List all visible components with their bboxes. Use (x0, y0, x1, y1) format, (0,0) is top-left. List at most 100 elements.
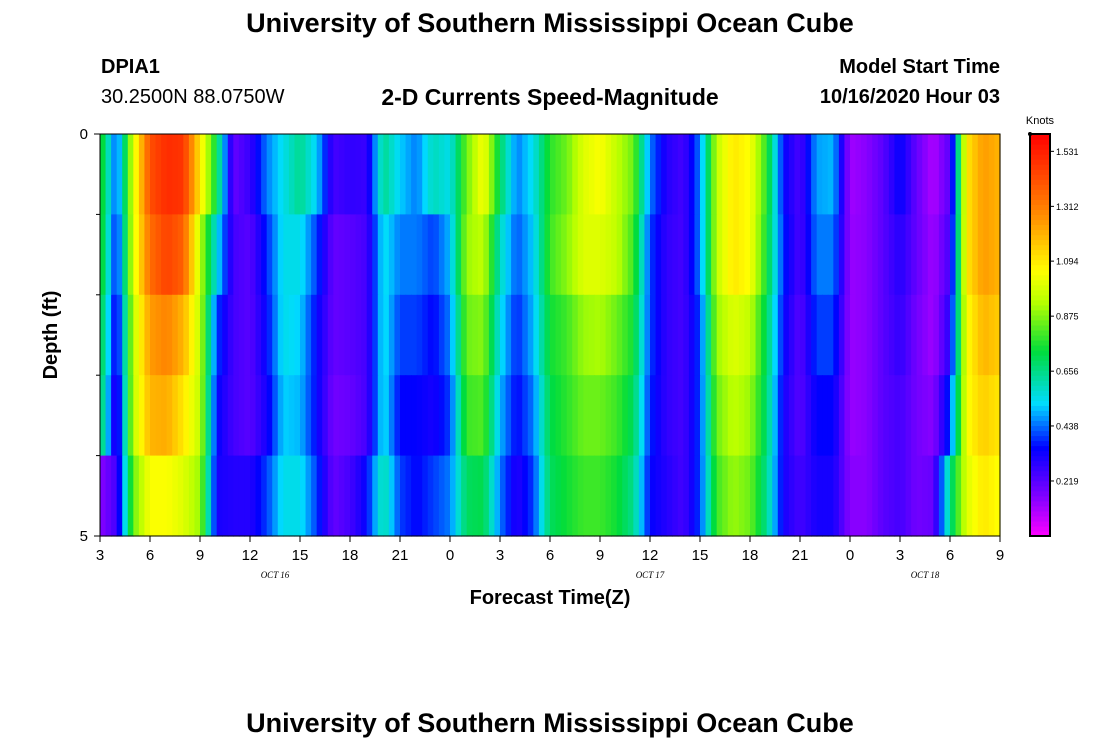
heatmap-cell (266, 214, 273, 296)
heatmap-cell (677, 455, 684, 537)
heatmap-cell (855, 455, 862, 537)
heatmap-cell (444, 134, 451, 215)
heatmap-cell (233, 134, 240, 215)
heatmap-cell (588, 375, 596, 457)
heatmap-cell (105, 294, 112, 376)
heatmap-cell (638, 294, 646, 376)
heatmap-cell (383, 455, 390, 537)
heatmap-cell (394, 294, 401, 376)
heatmap-cell (888, 294, 896, 376)
heatmap-cell (805, 455, 812, 537)
heatmap-cell (227, 214, 234, 296)
heatmap-cell (605, 214, 612, 296)
heatmap-cell (266, 455, 273, 537)
colorbar-segment (1030, 370, 1050, 376)
heatmap-cell (933, 134, 940, 215)
colorbar-segment (1030, 259, 1050, 266)
heatmap-cell (638, 214, 646, 296)
heatmap-cell (850, 375, 857, 457)
heatmap-cell (150, 294, 157, 376)
heatmap-cell (116, 214, 123, 296)
heatmap-cell (622, 375, 629, 457)
heatmap-cell (383, 214, 390, 296)
heatmap-cell (827, 294, 834, 376)
heatmap-cell (477, 375, 484, 457)
heatmap-cell (672, 455, 679, 537)
heatmap-cell (844, 134, 851, 215)
heatmap-cell (183, 455, 190, 537)
heatmap-cell (227, 375, 234, 457)
heatmap-cell (894, 455, 901, 537)
colorbar-segment (1030, 420, 1050, 427)
heatmap-cell (438, 214, 446, 296)
heatmap-cell (488, 134, 496, 215)
heatmap-cell (600, 134, 607, 215)
heatmap-cell (638, 455, 646, 537)
heatmap-cell (494, 455, 501, 537)
heatmap-cell (311, 455, 318, 537)
heatmap-cell (977, 294, 984, 376)
heatmap-cell (700, 375, 707, 457)
heatmap-cell (761, 294, 768, 376)
heatmap-cell (350, 214, 357, 296)
colorbar-segment (1030, 304, 1050, 311)
heatmap-cell (544, 375, 551, 457)
heatmap-cell (955, 294, 962, 376)
heatmap-cell (600, 294, 607, 376)
heatmap-cell (400, 455, 407, 537)
colorbar-segment (1030, 319, 1050, 326)
heatmap-cell (950, 214, 957, 296)
colorbar-segment (1030, 430, 1050, 437)
heatmap-cell (538, 294, 546, 376)
station-id: DPIA1 (101, 56, 160, 78)
heatmap-cell (338, 455, 346, 537)
heatmap-cell (694, 455, 701, 537)
heatmap-cell (988, 134, 996, 215)
heatmap-cell (500, 214, 507, 296)
colorbar-segment (1030, 219, 1050, 226)
heatmap-cell (622, 134, 629, 215)
heatmap-cell (588, 134, 596, 215)
heatmap-cell (616, 455, 623, 537)
heatmap-cell (677, 214, 684, 296)
heatmap-cell (522, 134, 529, 215)
colorbar-segment (1030, 274, 1050, 281)
heatmap-cell (394, 134, 401, 215)
colorbar-segment (1030, 139, 1050, 145)
colorbar-segment (1030, 204, 1050, 210)
heatmap-cell (400, 375, 407, 457)
colorbar-segment (1030, 515, 1050, 522)
heatmap-cell (316, 455, 323, 537)
heatmap-cell (661, 214, 668, 296)
heatmap-cell (988, 214, 996, 296)
heatmap-cell (138, 214, 146, 296)
heatmap-cell (638, 134, 646, 215)
heatmap-cell (300, 214, 307, 296)
heatmap-cell (283, 455, 290, 537)
heatmap-cell (405, 455, 412, 537)
heatmap-cell (594, 134, 601, 215)
heatmap-cell (383, 294, 390, 376)
heatmap-cell (927, 294, 934, 376)
colorbar-segment (1030, 445, 1050, 452)
heatmap-cell (761, 134, 768, 215)
heatmap-cell (377, 214, 384, 296)
heatmap-cell (172, 214, 179, 296)
heatmap-cell (705, 294, 712, 376)
colorbar-segment (1030, 134, 1050, 140)
heatmap-cell (138, 134, 146, 215)
heatmap-cell (311, 375, 318, 457)
heatmap-cell (966, 134, 973, 215)
heatmap-cell (705, 214, 712, 296)
heatmap-cell (888, 455, 896, 537)
heatmap-cell (327, 375, 334, 457)
heatmap-cell (500, 134, 507, 215)
heatmap-cell (166, 375, 173, 457)
heatmap-cell (200, 134, 207, 215)
heatmap-cell (394, 214, 401, 296)
heatmap-cell (333, 294, 340, 376)
heatmap-cell (194, 134, 201, 215)
heatmap-cell (961, 294, 968, 376)
heatmap-cell (850, 294, 857, 376)
